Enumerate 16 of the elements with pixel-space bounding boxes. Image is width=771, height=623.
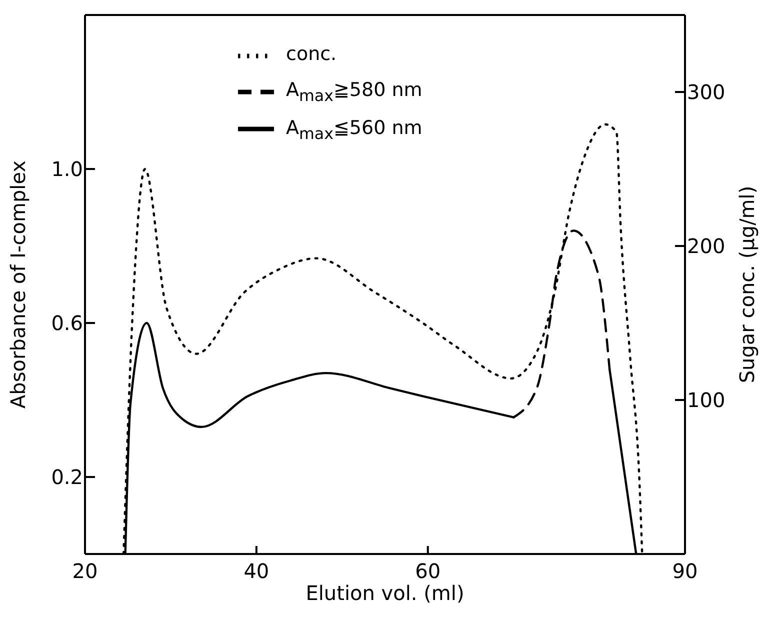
x-tick-label: 90 bbox=[672, 559, 698, 583]
y2-tick-label: 300 bbox=[687, 80, 726, 104]
y-axis-title: Absorbance of I-complex bbox=[6, 160, 30, 409]
y2-tick-label: 200 bbox=[687, 234, 726, 258]
y-tick-label: 0.6 bbox=[51, 311, 83, 335]
x-tick-label: 60 bbox=[415, 559, 441, 583]
x-tick-label: 40 bbox=[244, 559, 270, 583]
x-tick-label: 20 bbox=[72, 559, 98, 583]
y-tick-label: 0.2 bbox=[51, 465, 83, 489]
legend-label: A$_{max}$≦560 nm bbox=[286, 116, 422, 142]
y-tick-label: 1.0 bbox=[51, 157, 83, 181]
legend-label: A$_{max}$≧580 nm bbox=[286, 79, 422, 106]
y2-axis-title: Sugar conc. (μg/ml) bbox=[735, 186, 760, 384]
legend-label: conc. bbox=[286, 43, 337, 66]
x-axis-title: Elution vol. (ml) bbox=[306, 581, 464, 605]
y2-tick-label: 100 bbox=[687, 388, 726, 412]
